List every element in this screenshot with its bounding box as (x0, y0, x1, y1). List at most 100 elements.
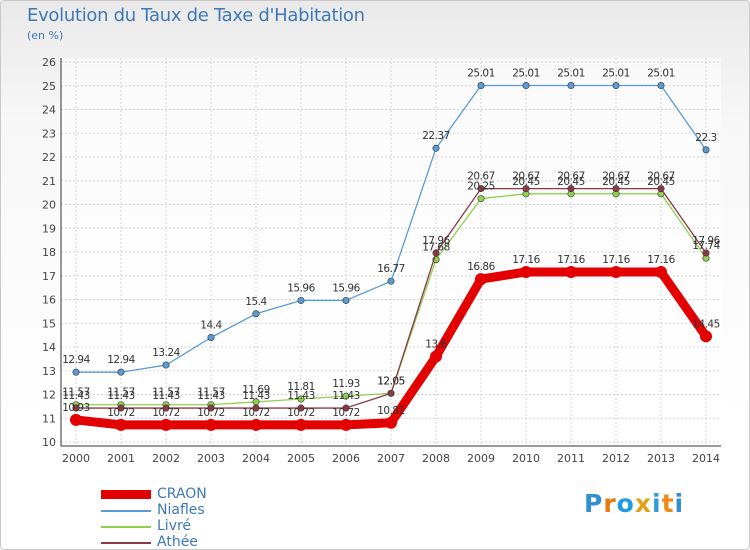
data-point-craon (655, 265, 667, 278)
data-point-athée (522, 185, 530, 193)
data-label-niafles: 16.77 (377, 263, 405, 275)
data-point-niafles (612, 82, 620, 90)
data-label-craon: 10.72 (197, 407, 225, 419)
y-tick-label: 14 (42, 341, 56, 354)
data-point-craon (700, 330, 712, 343)
legend-swatch-livre (101, 526, 151, 528)
y-tick-label: 25 (42, 80, 56, 93)
data-point-craon (565, 265, 577, 278)
data-point-niafles (522, 82, 530, 90)
chart-subtitle: (en %) (27, 29, 64, 42)
data-label-craon: 17.16 (647, 254, 675, 266)
y-tick-label: 16 (42, 294, 56, 307)
data-point-athée (207, 404, 215, 412)
data-label-athée: 20.67 (647, 171, 675, 183)
data-label-craon: 10.93 (62, 402, 90, 414)
y-tick-label: 12 (42, 389, 56, 402)
data-point-craon (115, 418, 127, 431)
data-point-craon (250, 418, 262, 431)
data-label-craon: 14.45 (692, 318, 720, 330)
data-point-niafles (657, 82, 665, 90)
data-point-craon (610, 265, 622, 278)
x-tick-label: 2008 (422, 452, 450, 465)
data-point-athée (612, 185, 620, 193)
data-point-niafles (252, 310, 260, 318)
legend-item-athee: Athée (101, 534, 321, 550)
data-point-craon (70, 413, 82, 426)
logo-letter: P (584, 489, 604, 518)
data-point-athée (477, 185, 485, 193)
x-tick-label: 2002 (152, 452, 180, 465)
data-label-craon: 10.72 (332, 407, 360, 419)
data-label-athée: 11.43 (332, 390, 360, 402)
data-label-athée: 11.43 (107, 390, 135, 402)
data-point-livré (477, 195, 485, 203)
data-point-craon (430, 350, 442, 363)
data-label-niafles: 15.96 (287, 282, 315, 294)
y-tick-label: 19 (42, 222, 56, 235)
proxiti-logo: Proxiti (584, 489, 684, 518)
data-label-athée: 17.96 (692, 235, 720, 247)
data-label-niafles: 25.01 (602, 68, 630, 80)
data-point-athée (432, 249, 440, 257)
legend-label-athee: Athée (157, 534, 198, 550)
data-label-livré: 11.93 (332, 378, 360, 390)
data-point-athée (567, 185, 575, 193)
legend-item-craon: CRAON (101, 486, 321, 503)
y-tick-label: 22 (42, 151, 56, 164)
data-point-craon (205, 418, 217, 431)
x-tick-label: 2009 (467, 452, 495, 465)
data-point-niafles (72, 368, 80, 376)
x-tick-label: 2007 (377, 452, 405, 465)
data-point-craon (340, 418, 352, 431)
data-label-niafles: 25.01 (467, 68, 495, 80)
legend-item-livre: Livré (101, 518, 321, 535)
legend-item-niafles: Niafles (101, 502, 321, 519)
x-tick-label: 2003 (197, 452, 225, 465)
data-label-craon: 10.81 (377, 405, 405, 417)
logo-letter: r (603, 489, 617, 518)
y-tick-label: 21 (42, 175, 56, 188)
x-tick-label: 2001 (107, 452, 135, 465)
data-label-athée: 11.43 (287, 390, 315, 402)
data-point-athée (72, 404, 80, 412)
data-label-livré: 11.81 (287, 381, 315, 393)
data-label-livré: 20.45 (602, 176, 630, 188)
logo-letter: i (652, 489, 662, 518)
legend-swatch-athee (101, 542, 151, 544)
chart-title: Evolution du Taux de Taxe d'Habitation (27, 5, 365, 26)
y-tick-label: 24 (42, 104, 56, 117)
data-label-craon: 17.16 (602, 254, 630, 266)
data-point-niafles (162, 361, 170, 369)
data-label-niafles: 15.4 (245, 296, 267, 308)
data-label-livré: 12.05 (377, 375, 405, 387)
data-label-livré: 20.45 (647, 176, 675, 188)
y-tick-label: 13 (42, 365, 56, 378)
data-point-niafles (342, 296, 350, 304)
data-point-athée (342, 404, 350, 412)
data-label-livré: 11.57 (152, 387, 180, 399)
x-tick-label: 2012 (602, 452, 630, 465)
data-point-livré (297, 395, 305, 403)
logo-letter: t (661, 489, 675, 518)
data-label-livré: 11.57 (107, 387, 135, 399)
logo-letter: x (634, 489, 652, 518)
data-label-niafles: 13.24 (152, 347, 180, 359)
y-tick-label: 20 (42, 199, 56, 212)
data-label-craon: 17.16 (512, 254, 540, 266)
data-label-livré: 20.45 (512, 176, 540, 188)
data-label-craon: 10.72 (152, 407, 180, 419)
data-point-athée (162, 404, 170, 412)
data-label-niafles: 14.4 (200, 320, 222, 332)
data-label-niafles: 25.01 (647, 68, 675, 80)
data-label-athée: 11.43 (197, 390, 225, 402)
data-point-athée (702, 249, 710, 257)
data-label-athée: 12.05 (377, 375, 405, 387)
legend-label-livre: Livré (157, 518, 192, 534)
data-label-athée: 11.43 (242, 390, 270, 402)
data-label-craon: 17.16 (557, 254, 585, 266)
data-point-niafles (567, 82, 575, 90)
data-label-niafles: 12.94 (107, 354, 135, 366)
